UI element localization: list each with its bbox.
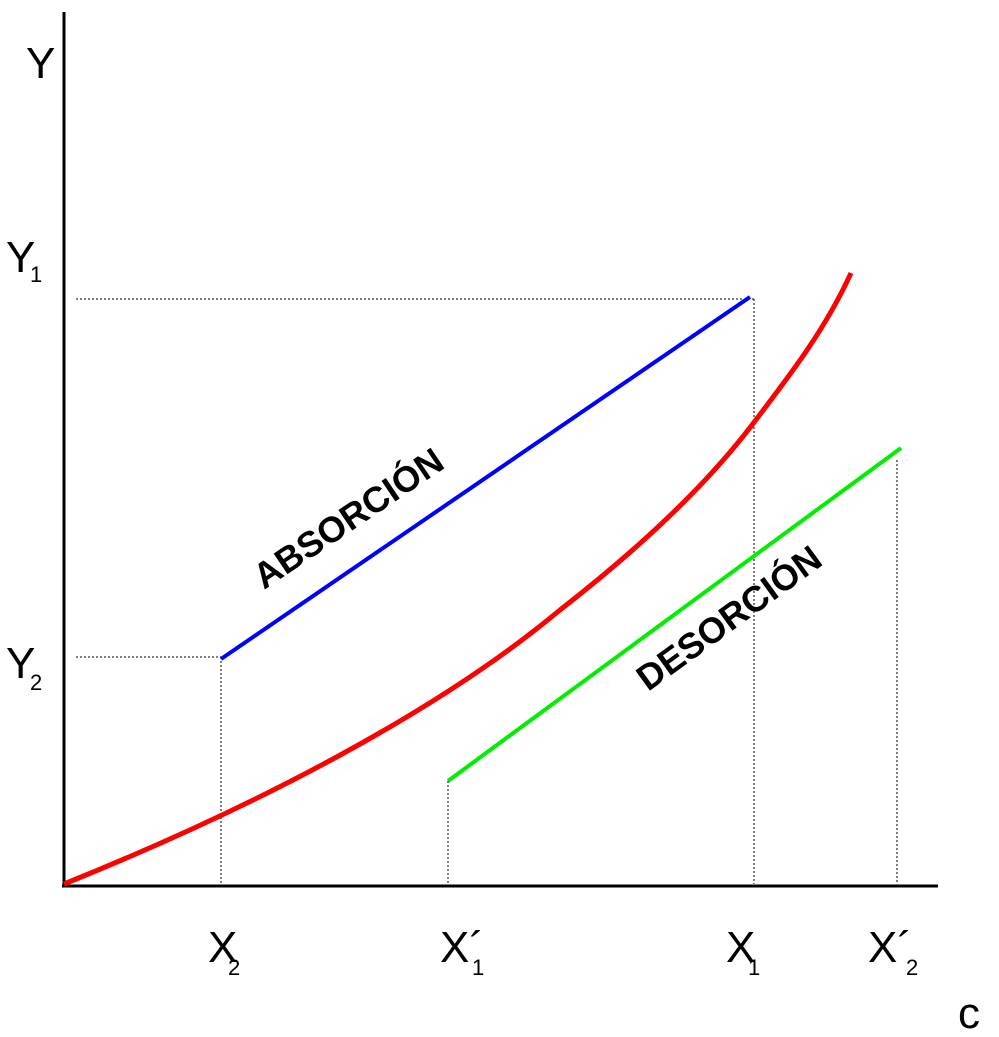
x1-tick-label: X	[726, 923, 755, 972]
x2-prime-tick-subscript: 2	[906, 955, 918, 980]
desorption-label: DESORCIÓN	[628, 536, 829, 698]
absorption-line	[219, 295, 752, 661]
x-axis-title: c	[958, 989, 980, 1037]
x2-prime-tick-label: X´	[868, 923, 912, 972]
x2-tick-label: X	[208, 923, 237, 972]
x1-prime-tick-label: X´	[440, 923, 484, 972]
y1-tick-label: Y	[6, 233, 35, 282]
desorption-line	[446, 446, 903, 783]
y1-tick-subscript: 1	[30, 262, 42, 287]
y2-tick-label: Y	[6, 639, 35, 688]
x1-tick-subscript: 1	[748, 955, 760, 980]
equilibrium-curve	[63, 271, 854, 887]
y2-tick-subscript: 2	[30, 670, 42, 695]
x2-tick-subscript: 2	[228, 955, 240, 980]
y-axis-title: Y	[26, 39, 55, 88]
x1-prime-tick-subscript: 1	[472, 955, 484, 980]
